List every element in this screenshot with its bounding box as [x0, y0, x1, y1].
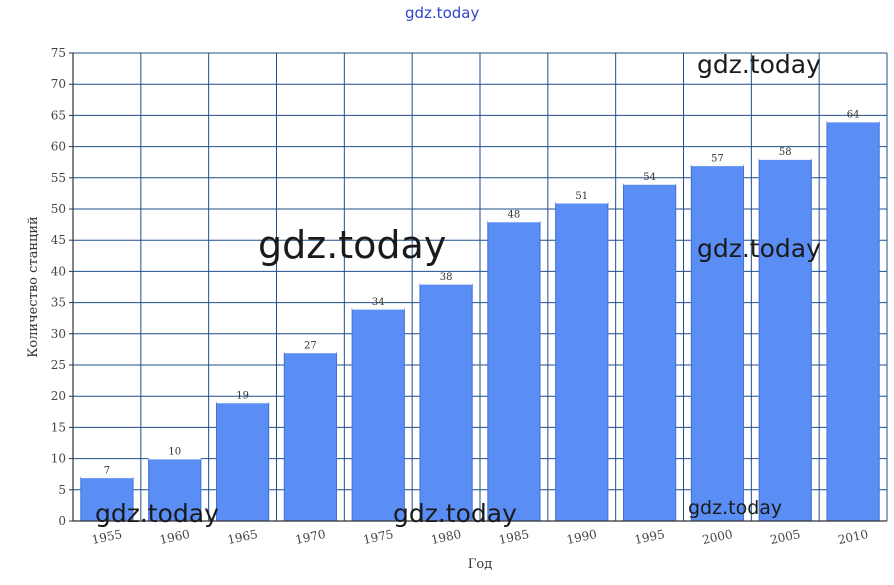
- data-label: 10: [168, 447, 181, 458]
- bar: [215, 401, 270, 522]
- bar: [148, 458, 202, 522]
- x-tick-label: 1965: [226, 527, 259, 547]
- y-tick-label: 45: [51, 233, 66, 247]
- bar: [80, 476, 134, 522]
- x-tick-label: 2005: [769, 527, 802, 547]
- y-tick-label: 0: [58, 514, 66, 528]
- y-tick-label: 65: [51, 108, 66, 122]
- bar: [283, 352, 338, 522]
- bar: [419, 283, 473, 522]
- data-label: 58: [779, 147, 792, 158]
- x-tick-label: 1970: [294, 527, 327, 547]
- watermark-bottom-center: gdz.today: [393, 499, 517, 528]
- data-label: 34: [372, 297, 385, 308]
- x-tick-label: 1980: [430, 527, 463, 547]
- x-tick-labels: 1955 1960 1965 1970 1975 1980 1985 1990 1995 2000…: [91, 527, 870, 547]
- data-label: 51: [575, 191, 588, 202]
- data-label: 57: [711, 153, 724, 164]
- y-tick-label: 40: [51, 264, 66, 278]
- x-tick-label: 1960: [158, 527, 191, 547]
- watermark-top: gdz.today: [405, 4, 480, 22]
- watermark-middle-right: gdz.today: [697, 234, 821, 263]
- bar: [487, 220, 541, 522]
- data-label: 54: [643, 172, 656, 183]
- grid-lines: [72, 52, 888, 522]
- x-tick-label: 1990: [565, 527, 598, 547]
- watermark-bottom-right: gdz.today: [688, 497, 783, 519]
- bar: [826, 121, 880, 522]
- data-label: 7: [104, 465, 110, 476]
- y-tick-labels: 0 5 10 15 20 25 30 35 40 45 50 55 60 65 70 75: [51, 46, 66, 528]
- x-axis-label: Год: [468, 557, 492, 572]
- watermark-bottom-left: gdz.today: [95, 499, 219, 528]
- bar: [351, 308, 405, 522]
- bar: [555, 202, 609, 522]
- bar: [758, 158, 812, 522]
- y-tick-label: 60: [51, 140, 66, 154]
- y-tick-label: 15: [51, 420, 66, 434]
- data-labels: 7 10 19 27 34 38 48 51 54 57 58 64: [104, 110, 860, 477]
- data-label: 38: [440, 272, 453, 283]
- y-tick-label: 20: [51, 389, 66, 403]
- x-tick-label: 1995: [633, 527, 666, 547]
- data-label: 19: [236, 390, 249, 401]
- data-label: 64: [847, 110, 860, 121]
- y-tick-label: 70: [51, 77, 66, 91]
- y-tick-label: 50: [51, 202, 66, 216]
- x-tick-label: 1985: [498, 527, 531, 547]
- x-tick-label: 2010: [837, 527, 870, 547]
- x-tick-label: 1975: [362, 527, 395, 547]
- y-tick-label: 10: [51, 452, 66, 466]
- y-tick-label: 55: [51, 171, 66, 185]
- data-label: 48: [508, 209, 521, 220]
- axes: [69, 52, 887, 522]
- y-tick-label: 30: [51, 327, 66, 341]
- data-label: 27: [304, 341, 317, 352]
- y-tick-label: 5: [58, 483, 66, 497]
- y-tick-label: 35: [51, 296, 66, 310]
- x-tick-label: 2000: [701, 527, 734, 547]
- y-tick-label: 25: [51, 358, 66, 372]
- bar: [622, 183, 677, 522]
- bar: [690, 164, 745, 522]
- y-tick-label: 75: [51, 46, 66, 60]
- watermark-middle-left: gdz.today: [258, 223, 447, 267]
- x-tick-label: 1955: [91, 527, 124, 547]
- watermark-upper-right: gdz.today: [697, 50, 821, 79]
- bars: [80, 120, 880, 522]
- y-axis-label: Количество станций: [26, 216, 41, 357]
